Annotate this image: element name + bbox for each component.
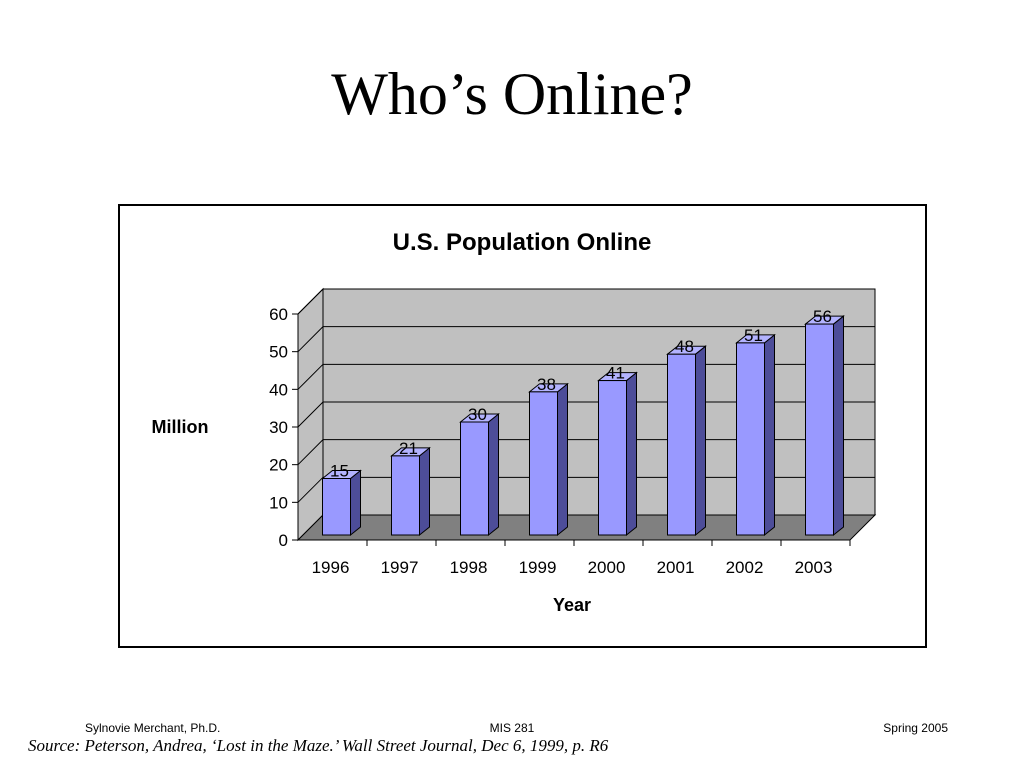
bar-side-2001 xyxy=(695,345,706,537)
bar-side-1999 xyxy=(557,382,568,537)
x-tick-label: 1998 xyxy=(450,558,488,577)
y-gridline xyxy=(297,326,875,353)
data-label-1999: 38 xyxy=(537,375,556,394)
bar-side-2000 xyxy=(626,371,637,537)
x-axis-title: Year xyxy=(553,595,591,615)
bar-1999 xyxy=(529,391,558,536)
x-tick-label: 2001 xyxy=(657,558,695,577)
bar-1996 xyxy=(322,478,351,536)
bar-side-1998 xyxy=(488,412,499,537)
data-label-1998: 30 xyxy=(468,405,487,424)
y-tick-label: 50 xyxy=(269,343,288,362)
chart-title: U.S. Population Online xyxy=(393,229,652,256)
y-axis-title: Million xyxy=(152,417,209,437)
bar-side-1996 xyxy=(350,469,361,537)
bar-2003 xyxy=(805,323,834,536)
bar-side-2003 xyxy=(833,315,844,537)
data-label-1997: 21 xyxy=(399,439,418,458)
y-tick-label: 40 xyxy=(269,380,288,399)
x-tick-label: 1999 xyxy=(519,558,557,577)
bar-2002 xyxy=(736,342,765,536)
y-tick-label: 60 xyxy=(269,305,288,324)
footer-course: MIS 281 xyxy=(489,721,535,735)
data-label-2002: 51 xyxy=(744,326,763,345)
x-tick-label: 2003 xyxy=(795,558,833,577)
x-tick-label: 2002 xyxy=(726,558,764,577)
data-label-2003: 56 xyxy=(813,307,832,326)
data-label-2001: 48 xyxy=(675,337,694,356)
y-gridline xyxy=(297,288,875,315)
source-citation: Source: Peterson, Andrea, ‘Lost in the M… xyxy=(28,736,609,755)
bar-1997 xyxy=(391,455,420,536)
y-tick-label: 10 xyxy=(269,493,288,512)
chart-frame: U.S. Population Online 0 10 20 30 40 50 60 15 199… xyxy=(118,204,927,648)
bar-2001 xyxy=(667,353,696,536)
slide-title: Who’s Online? xyxy=(331,61,693,127)
y-tick-label: 20 xyxy=(269,456,288,475)
bar-chart: U.S. Population Online 0 10 20 30 40 50 60 15 199… xyxy=(152,229,877,615)
data-label-1996: 15 xyxy=(330,462,349,481)
x-tick-label: 2000 xyxy=(588,558,626,577)
bar-1998 xyxy=(460,421,489,536)
footer-author: Sylnovie Merchant, Ph.D. xyxy=(85,721,221,735)
bar-side-1997 xyxy=(419,446,430,537)
bar-side-2002 xyxy=(764,333,775,537)
footer-term: Spring 2005 xyxy=(883,721,948,735)
chart-floor xyxy=(296,514,877,541)
y-tick-label: 30 xyxy=(269,418,288,437)
data-label-2000: 41 xyxy=(606,364,625,383)
x-tick-label: 1996 xyxy=(312,558,350,577)
y-tick-label: 0 xyxy=(279,531,288,550)
bar-2000 xyxy=(598,380,627,536)
x-tick-label: 1997 xyxy=(381,558,419,577)
